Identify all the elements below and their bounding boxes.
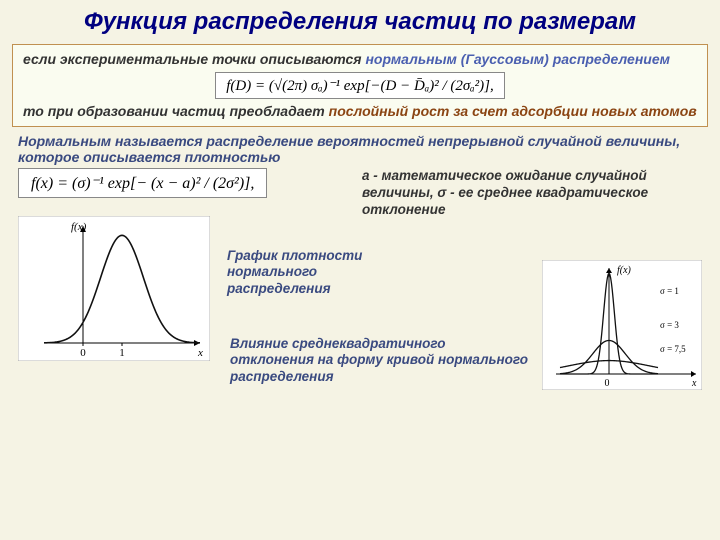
page-title: Функция распределения частиц по размерам: [0, 0, 720, 40]
lower-region: f(x) = (σ)⁻¹ exp[− (x − a)² / (2σ²)], a …: [12, 168, 708, 418]
svg-text:x: x: [197, 347, 203, 359]
formula-1: f(D) = (√(2π) σₐ)⁻¹ exp[−(D − D̄ₐ)² / (2…: [215, 72, 505, 99]
caption-sigma-effect: Влияние среднеквадратичного отклонения н…: [230, 336, 530, 385]
formula-2: f(x) = (σ)⁻¹ exp[− (x − a)² / (2σ²)],: [18, 168, 267, 198]
formula-2-wrap: f(x) = (σ)⁻¹ exp[− (x − a)² / (2σ²)],: [18, 168, 267, 198]
intro-highlight-2: послойный рост за счет адсорбции новых а…: [329, 103, 697, 119]
svg-text:σ = 3: σ = 3: [660, 320, 679, 330]
sigma-graph: 0 f(x) x σ = 1 σ = 3 σ = 7,5: [542, 260, 702, 390]
caption-density: График плотности нормального распределен…: [227, 248, 382, 297]
intro-prefix-1: если экспериментальные точки описываются: [23, 51, 365, 67]
svg-text:σ = 1: σ = 1: [660, 286, 679, 296]
svg-text:0: 0: [605, 378, 610, 389]
param-text: a - математическое ожидание случайной ве…: [362, 168, 702, 219]
formula-1-row: f(D) = (√(2π) σₐ)⁻¹ exp[−(D − D̄ₐ)² / (2…: [23, 72, 697, 99]
intro-line-2: то при образовании частиц преобладает по…: [23, 103, 697, 120]
definition-text: Нормальным называется распределение веро…: [18, 133, 702, 167]
intro-highlight-1: нормальным (Гауссовым) распределением: [365, 51, 670, 67]
svg-text:0: 0: [80, 347, 86, 359]
svg-text:x: x: [691, 378, 697, 389]
svg-text:1: 1: [119, 347, 125, 359]
density-graph: 0 1 f(x) x: [18, 216, 210, 361]
intro-line-1: если экспериментальные точки описываются…: [23, 51, 697, 68]
info-box: если экспериментальные точки описываются…: [12, 44, 708, 127]
svg-text:f(x): f(x): [617, 265, 632, 276]
intro-prefix-2: то при образовании частиц преобладает: [23, 103, 329, 119]
svg-text:f(x): f(x): [71, 221, 87, 233]
svg-text:σ = 7,5: σ = 7,5: [660, 344, 686, 354]
